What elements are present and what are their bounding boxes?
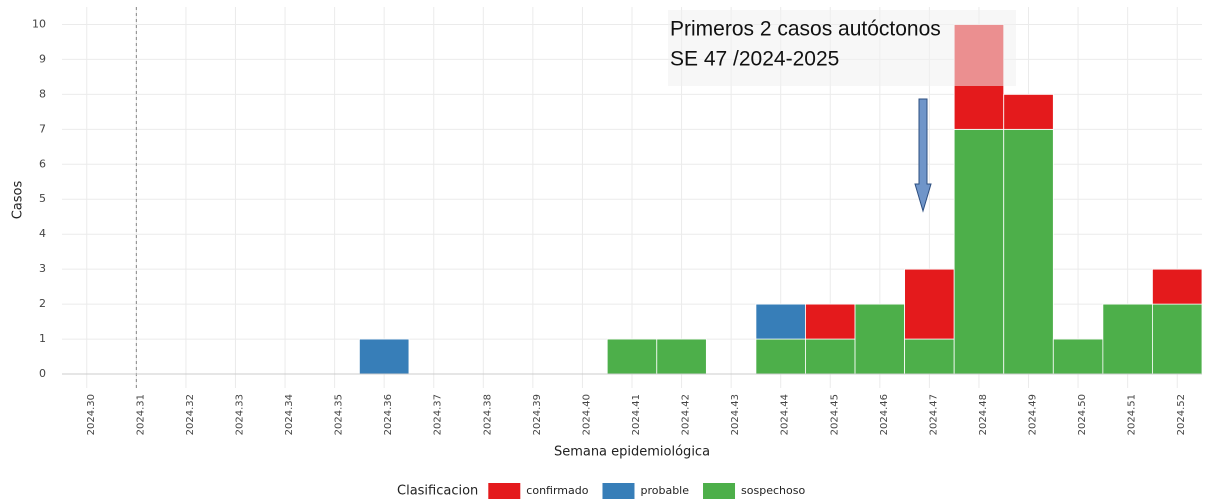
y-tick-label: 1 (39, 332, 46, 345)
bar-segment (854, 303, 906, 375)
x-tick-label: 2024.51 (1127, 394, 1138, 435)
y-tick-label: 0 (39, 367, 46, 380)
x-tick-label: 2024.33 (234, 394, 245, 435)
x-tick-label: 2024.44 (780, 394, 791, 435)
arrow (914, 98, 932, 213)
x-tick-label: 2024.32 (185, 394, 196, 435)
y-tick-label: 2 (39, 297, 46, 310)
bar-segment (1052, 338, 1104, 375)
bar-segment (904, 338, 955, 375)
x-tick-label: 2024.31 (135, 394, 146, 435)
bar-segment (1003, 93, 1054, 130)
bar-segment (358, 338, 410, 375)
x-tick-label: 2024.52 (1176, 394, 1187, 435)
x-tick-label: 2024.48 (978, 394, 989, 435)
x-tick-label: 2024.42 (681, 394, 692, 435)
plot (62, 7, 1203, 388)
legend-title: Clasificacion (397, 484, 478, 499)
x-tick-label: 2024.34 (284, 394, 295, 435)
bar-segment (953, 128, 1005, 375)
y-tick-label: 6 (39, 157, 46, 170)
legend-label: probable (640, 484, 689, 497)
y-tick-label: 4 (39, 227, 46, 240)
annotation-line: SE 47 /2024-2025 (670, 48, 839, 71)
bar-segment (755, 338, 806, 375)
x-tick-label: 2024.46 (879, 394, 890, 435)
bar-segment (656, 338, 707, 375)
bar-segment (606, 338, 658, 375)
x-tick-label: 2024.37 (433, 394, 444, 435)
x-tick-label: 2024.47 (928, 394, 939, 435)
bar-segment (904, 268, 955, 340)
legend-swatch (703, 483, 736, 499)
x-tick-label: 2024.45 (829, 394, 840, 435)
y-tick-label: 5 (39, 192, 46, 205)
x-tick-label: 2024.41 (631, 394, 642, 435)
x-tick-label: 2024.35 (334, 394, 345, 435)
annotation-line: Primeros 2 casos autóctonos (670, 18, 941, 41)
x-tick-label: 2024.40 (581, 394, 592, 435)
y-tick-label: 10 (32, 17, 46, 30)
legend-swatch (602, 483, 635, 499)
legend-label: confirmado (526, 484, 588, 497)
y-tick-label: 3 (39, 262, 46, 275)
y-axis-label: Casos (11, 181, 26, 220)
x-tick-label: 2024.49 (1028, 394, 1039, 435)
legend-swatch (488, 483, 521, 499)
bar-segment (755, 303, 806, 340)
x-tick-label: 2024.38 (482, 394, 493, 435)
bar-segment (1152, 303, 1203, 375)
x-tick-label: 2024.30 (86, 394, 97, 435)
legend-label: sospechoso (741, 484, 805, 497)
annotation-box (668, 10, 1016, 86)
bar-segment (805, 338, 856, 375)
x-axis-label: Semana epidemiológica (554, 445, 710, 460)
bar-segment (805, 303, 856, 340)
y-tick-label: 8 (39, 87, 46, 100)
bar-segment (1003, 128, 1054, 375)
bar-segment (1102, 303, 1153, 375)
x-tick-label: 2024.50 (1077, 394, 1088, 435)
x-tick-label: 2024.43 (730, 394, 741, 435)
x-tick-label: 2024.36 (383, 394, 394, 435)
y-tick-label: 7 (39, 122, 46, 135)
bar-segment (1152, 268, 1203, 305)
x-tick-label: 2024.39 (532, 394, 543, 435)
y-tick-label: 9 (39, 52, 46, 65)
